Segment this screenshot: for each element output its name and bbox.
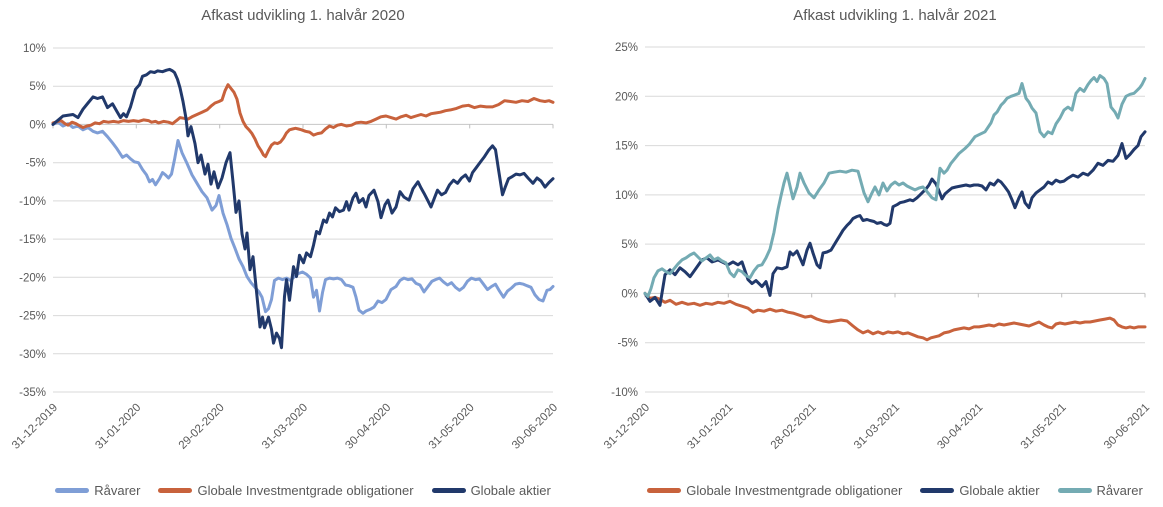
- legend-label: Råvarer: [94, 483, 141, 498]
- chart-2021: Afkast udvikling 1. halvår 2021 25% 20% 15…: [581, 0, 1163, 507]
- legend-item: Råvarer: [1057, 483, 1143, 498]
- y-tick-label: 0%: [621, 288, 638, 300]
- y-tick-label: -10%: [19, 196, 46, 208]
- x-tick-label: 28-02-2021: [769, 402, 819, 452]
- y-tick-label: 25%: [615, 42, 638, 54]
- y-tick-label: 0%: [29, 119, 46, 131]
- legend-item: Globale aktier: [431, 483, 551, 498]
- legend-line-swatch: [55, 488, 90, 493]
- x-tick-label: 30-04-2021: [935, 402, 985, 452]
- x-tick-label: 31-03-2021: [852, 402, 902, 452]
- legend-line-swatch: [920, 488, 955, 493]
- chart-2020-plot: 10% 5% 0% -5% -10% -15% -20% -25% -30% -35% 31-12-…: [10, 43, 560, 452]
- legend-item: Globale Investmentgrade obligationer: [647, 483, 902, 498]
- series-line-globale-aktier: [51, 67, 555, 350]
- series-line-globale-investmentgrade-obligationer: [51, 83, 555, 159]
- legend-line-swatch: [647, 488, 682, 493]
- x-tick-label: 30-04-2020: [343, 402, 393, 452]
- legend-item: Globale Investmentgrade obligationer: [158, 483, 414, 498]
- y-tick-label: -30%: [19, 349, 46, 361]
- x-tick-label: 31-01-2020: [93, 402, 143, 452]
- legend-label: Globale Investmentgrade obligationer: [197, 483, 414, 498]
- legend-label: Globale aktier: [959, 483, 1040, 498]
- y-tick-label: -5%: [26, 158, 46, 170]
- x-tick-label: 30-06-2020: [510, 402, 560, 452]
- series-line-r-varer: [51, 120, 555, 315]
- chart-2020: Afkast udvikling 1. halvår 2020 10% 5% 0% -…: [10, 7, 583, 498]
- x-tick-label: 29-02-2020: [177, 402, 227, 452]
- chart-2021-plot: 25% 20% 15% 10% 5% 0% -5% -10% 31-12-2020 31-01-2…: [602, 42, 1152, 452]
- chart-2021-title: Afkast udvikling 1. halvår 2021: [793, 7, 997, 24]
- y-tick-label: -25%: [19, 311, 46, 323]
- x-tick-label: 31-05-2021: [1019, 402, 1069, 452]
- legend-line-swatch: [1057, 488, 1092, 493]
- legend-line-swatch: [158, 488, 193, 493]
- chart-2020-title: Afkast udvikling 1. halvår 2020: [201, 7, 405, 24]
- chart-2020-legend: Råvarer Globale Investmentgrade obligatio…: [23, 483, 583, 498]
- chart-2021-legend: Globale Investmentgrade obligationer Glob…: [615, 483, 1163, 498]
- x-tick-label: 31-01-2021: [685, 402, 735, 452]
- y-tick-label: 5%: [621, 239, 638, 251]
- legend-item: Råvarer: [55, 483, 140, 498]
- legend-label: Globale aktier: [470, 483, 551, 498]
- series-line-globale-investmentgrade-obligationer: [643, 291, 1147, 342]
- x-tick-label: 30-06-2021: [1102, 402, 1152, 452]
- y-tick-label: 10%: [615, 190, 638, 202]
- legend-label: Råvarer: [1096, 483, 1143, 498]
- legend-line-swatch: [431, 488, 466, 493]
- y-tick-label: 5%: [29, 81, 46, 93]
- x-tick-label: 31-12-2019: [10, 402, 60, 452]
- y-tick-label: -20%: [19, 272, 46, 284]
- y-tick-label: -35%: [19, 387, 46, 399]
- x-tick-label: 31-03-2020: [260, 402, 310, 452]
- y-tick-label: 10%: [23, 43, 46, 55]
- y-tick-label: 20%: [615, 91, 638, 103]
- x-tick-label: 31-12-2020: [602, 402, 652, 452]
- y-tick-label: -15%: [19, 234, 46, 246]
- legend-label: Globale Investmentgrade obligationer: [686, 483, 903, 498]
- y-tick-label: -10%: [611, 387, 638, 399]
- series-line-globale-aktier: [643, 130, 1147, 307]
- series-line-r-varer: [643, 74, 1147, 298]
- legend-item: Globale aktier: [920, 483, 1040, 498]
- x-tick-label: 31-05-2020: [427, 402, 477, 452]
- y-tick-label: 15%: [615, 141, 638, 153]
- y-tick-label: -5%: [618, 338, 638, 350]
